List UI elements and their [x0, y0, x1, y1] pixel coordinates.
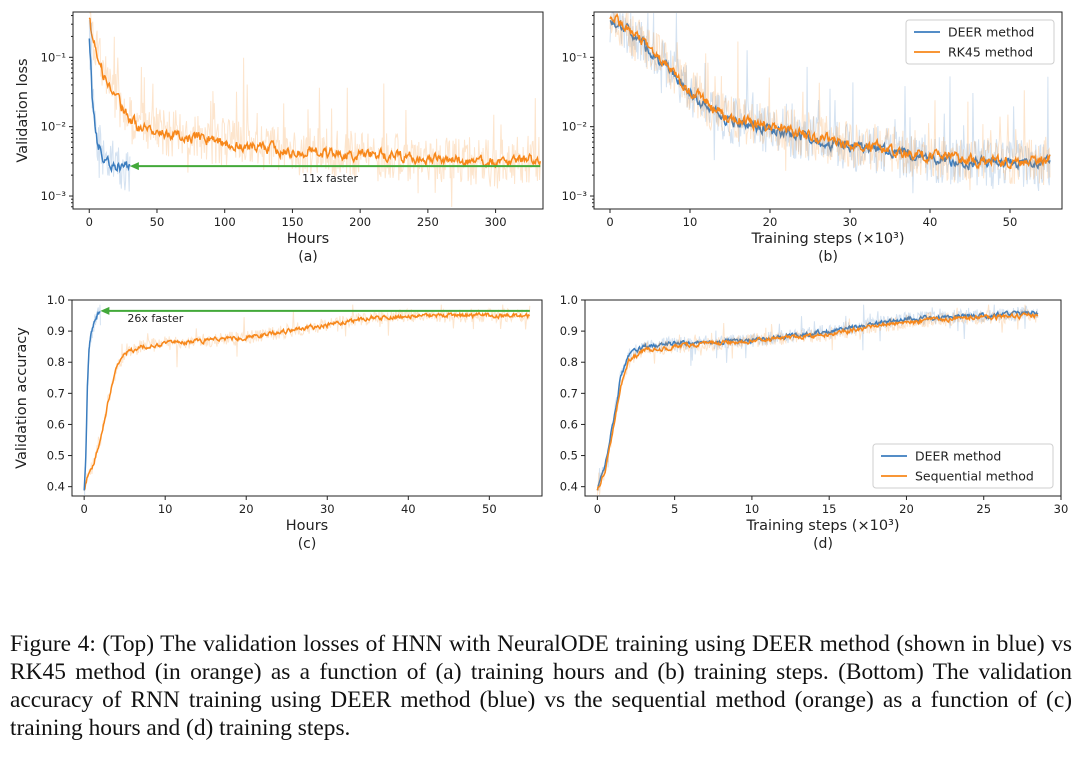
series-raw-sequential-method [83, 304, 531, 491]
panel-a: 11x faster 0 50 100 150 200 250 300 10⁻³ 10⁻² 10⁻¹… [15, 11, 544, 265]
annotation-label: 11x faster [302, 172, 358, 185]
x-tick-label: 50 [150, 215, 165, 229]
x-tick-label: 50 [1003, 215, 1018, 229]
y-tick-label: 0.6 [47, 417, 65, 431]
series-line-rk45-method [88, 17, 542, 169]
axes-frame [584, 299, 1062, 497]
y-tick-label: 0.9 [47, 324, 65, 338]
plot-area-b [609, 12, 1051, 194]
plot-area-a [88, 12, 542, 208]
y-axis-label: Validation loss [15, 58, 31, 162]
panel-label: (d) [813, 536, 833, 552]
x-tick-label: 300 [485, 215, 507, 229]
x-tick-label: 30 [320, 502, 335, 516]
x-tick-label: 5 [671, 502, 678, 516]
x-tick-label: 250 [417, 215, 439, 229]
x-tick-label: 100 [214, 215, 236, 229]
y-tick-label: 0.7 [560, 386, 578, 400]
y-tick-label: 10⁻¹ [562, 50, 587, 64]
legend: DEER method Sequential method [872, 443, 1054, 489]
plot-area-c [83, 304, 531, 496]
legend: DEER method RK45 method [905, 19, 1055, 65]
x-axis-label: Training steps (×10³) [745, 518, 899, 534]
legend-entry: Sequential method [915, 469, 1034, 484]
x-tick-label: 30 [1054, 502, 1069, 516]
plot-area-d [596, 304, 1039, 496]
panel-c: 26x faster 0 10 20 30 40 50 0.4 0.5 0.6 0.7 0.8 0.9 1… [14, 293, 543, 552]
x-axis-label: Hours [287, 231, 329, 247]
x-tick-label: 150 [281, 215, 303, 229]
x-tick-label: 10 [158, 502, 173, 516]
annotation-label: 26x faster [127, 312, 183, 325]
y-tick-label: 0.9 [560, 324, 578, 338]
y-tick-label: 10⁻³ [41, 189, 67, 203]
panel-label: (c) [298, 536, 317, 552]
panel-d: 0 5 10 15 20 25 30 0.4 0.5 0.6 0.7 0.8 0.9 1.0 Trainin… [560, 293, 1069, 552]
x-axis-label: Training steps (×10³) [750, 231, 904, 247]
y-tick-label: 1.0 [560, 293, 578, 307]
y-tick-label: 0.7 [47, 386, 65, 400]
y-tick-label: 10⁻² [41, 120, 66, 134]
x-tick-label: 200 [349, 215, 371, 229]
y-axis-label: Validation accuracy [14, 327, 30, 469]
x-tick-label: 0 [606, 215, 613, 229]
x-tick-label: 0 [80, 502, 87, 516]
x-tick-label: 10 [745, 502, 760, 516]
annotation-arrowhead [129, 162, 139, 171]
x-tick-label: 50 [482, 502, 497, 516]
legend-entry: RK45 method [948, 45, 1033, 60]
y-tick-label: 0.8 [47, 355, 65, 369]
series-line-rk45-method [609, 12, 1051, 170]
x-tick-label: 40 [923, 215, 938, 229]
series-line-deer-method [88, 38, 131, 174]
figure-caption: Figure 4: (Top) The validation losses of… [10, 631, 1072, 741]
x-tick-label: 30 [843, 215, 858, 229]
x-tick-label: 10 [683, 215, 698, 229]
y-tick-label: 0.5 [47, 449, 65, 463]
y-tick-label: 10⁻¹ [41, 50, 66, 64]
series-raw-rk45-method [89, 12, 541, 208]
x-tick-label: 20 [899, 502, 914, 516]
legend-entry: DEER method [915, 449, 1001, 464]
panel-b: 0 10 20 30 40 50 10⁻³ 10⁻² 10⁻¹ Training steps (×… [562, 11, 1063, 265]
y-tick-label: 0.4 [47, 480, 65, 494]
panel-label: (a) [298, 249, 318, 265]
y-tick-label: 1.0 [47, 293, 65, 307]
annotation-arrowhead [100, 306, 110, 315]
series-line-sequential-method [83, 311, 531, 491]
legend-entry: DEER method [948, 25, 1034, 40]
x-tick-label: 0 [594, 502, 601, 516]
x-tick-label: 0 [86, 215, 93, 229]
x-tick-label: 15 [822, 502, 837, 516]
axes-frame [593, 11, 1063, 210]
y-tick-label: 0.4 [560, 480, 578, 494]
legend-box [905, 19, 1055, 65]
x-tick-label: 20 [239, 502, 254, 516]
y-tick-label: 0.6 [560, 417, 578, 431]
x-tick-label: 20 [763, 215, 778, 229]
x-axis-label: Hours [286, 518, 328, 534]
y-tick-label: 10⁻³ [562, 189, 588, 203]
y-tick-label: 0.5 [560, 449, 578, 463]
legend-box [872, 443, 1054, 489]
series-line-deer-method [83, 310, 101, 491]
y-tick-label: 10⁻² [562, 120, 587, 134]
axes-frame [72, 11, 544, 210]
series-line-sequential-method [596, 312, 1039, 491]
series-line-deer-method [609, 19, 1051, 171]
axes-frame [71, 299, 543, 497]
panel-label: (b) [818, 249, 838, 265]
x-tick-label: 40 [401, 502, 416, 516]
y-tick-label: 0.8 [560, 355, 578, 369]
series-line-deer-method [596, 310, 1039, 491]
x-tick-label: 25 [976, 502, 991, 516]
